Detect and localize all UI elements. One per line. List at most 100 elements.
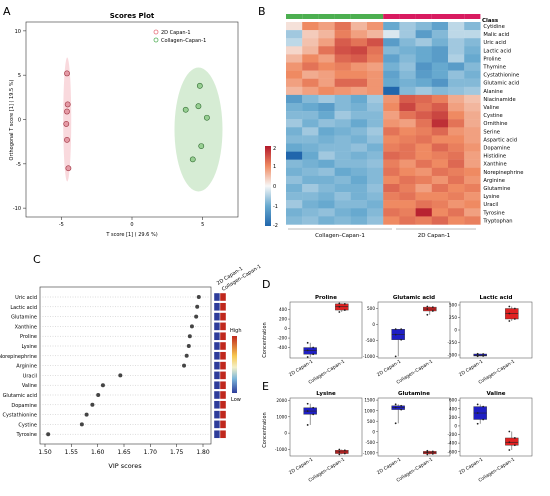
boxplot-y-tick-label: 0 xyxy=(454,424,457,429)
vip-category-label: Cystine xyxy=(18,422,37,428)
heatmap-cell xyxy=(431,184,449,193)
heatmap-cell xyxy=(448,216,465,225)
heatmap-cell xyxy=(302,22,319,31)
boxplot-point xyxy=(312,413,315,416)
vip-cell-2d xyxy=(213,430,221,439)
heatmap-cell xyxy=(302,70,319,79)
boxplot-point xyxy=(508,449,511,451)
heatmap-cell xyxy=(286,38,303,47)
heatmap-cell xyxy=(286,167,303,177)
scores-marks: -5 0 5 -10 -5 0 5 10 xyxy=(13,29,223,228)
boxplot-point xyxy=(343,449,346,452)
point-collagen-capan xyxy=(182,106,189,113)
heatmap-row-label: Norepinephrine xyxy=(483,170,523,176)
boxplot-box xyxy=(505,437,519,446)
point-2d-capan xyxy=(64,101,71,108)
boxplot-y-tick-label: 0 xyxy=(372,322,375,327)
heatmap-cell xyxy=(302,208,319,217)
heatmap-cell xyxy=(302,86,319,96)
heatmap-cell xyxy=(464,119,481,128)
vip-colorbar-gradient xyxy=(232,336,237,393)
boxplot-point xyxy=(338,448,341,451)
heatmap-cell xyxy=(415,151,432,160)
scores-x-tick-label: 0 xyxy=(130,222,133,228)
heatmap-cell xyxy=(431,54,449,63)
heatmap-cell xyxy=(448,62,465,71)
heatmap-cell xyxy=(383,103,400,112)
heatmap-cell xyxy=(415,143,432,152)
vip-cell-2d xyxy=(213,410,221,419)
heatmap-cell xyxy=(334,111,351,120)
boxplot-y-tick-label: 0 xyxy=(284,326,287,331)
vip-point xyxy=(84,412,89,417)
point-collagen-capan xyxy=(198,143,205,149)
heatmap-cell xyxy=(286,119,303,128)
panel-label-a: A xyxy=(3,5,11,18)
heatmap-cell xyxy=(383,167,400,177)
heatmap-class-label: Class xyxy=(482,18,499,24)
heatmap-cell xyxy=(464,46,481,55)
heatmap-cell xyxy=(399,94,416,104)
heatmap-class-cell xyxy=(383,14,400,19)
heatmap-cell xyxy=(415,22,432,31)
heatmap-cell xyxy=(286,192,303,201)
boxplot-y-tick-label: -1000 xyxy=(275,447,288,452)
heatmap-cell xyxy=(431,119,449,128)
boxplot-point xyxy=(394,355,397,358)
heatmap-cell xyxy=(350,184,368,193)
heatmap-group-label-collagen: Collagen–Capan-1 xyxy=(315,233,365,239)
heatmap: Cytidine Malic acid Uric acid Lactic acid Pr… xyxy=(265,14,524,239)
heatmap-cell xyxy=(286,78,303,87)
heatmap-cell xyxy=(302,143,319,152)
heatmap-cell xyxy=(318,103,335,112)
boxplot-point xyxy=(400,404,403,407)
heatmap-cell xyxy=(367,143,384,152)
boxplot-point xyxy=(508,312,511,315)
heatmap-cell xyxy=(431,192,449,201)
heatmap-row-label: Tryptophan xyxy=(482,218,512,224)
vip-category-label: Lysine xyxy=(21,344,37,350)
heatmap-cell xyxy=(367,103,384,112)
heatmap-cell xyxy=(318,30,335,39)
vip-point xyxy=(189,324,194,329)
point-2d-capan xyxy=(64,70,70,77)
heatmap-cell xyxy=(431,70,449,79)
boxplot-x-tick-label: 2D Capan-1 xyxy=(376,457,402,477)
heatmap-cell xyxy=(286,216,303,225)
heatmap-cell xyxy=(415,30,432,39)
vip-point xyxy=(186,344,191,348)
heatmap-cell xyxy=(367,184,384,193)
boxplot-point xyxy=(431,450,434,453)
boxplot-title: Proline xyxy=(315,295,337,301)
heatmap-cell xyxy=(334,151,351,160)
vip-cell-collagen xyxy=(219,400,227,409)
boxplot-y-tick-label: 400 xyxy=(279,307,287,312)
point-collagen-capan xyxy=(196,82,203,89)
boxplot-y-tick-label: -500 xyxy=(365,440,375,445)
heatmap-cell xyxy=(383,184,400,193)
heatmap-cell xyxy=(318,70,335,79)
boxplot-point xyxy=(400,408,403,411)
heatmap-colorbar: 2 1 0 -1 -2 xyxy=(265,146,278,229)
heatmap-cell xyxy=(350,103,368,112)
scores-legend: 2D Capan-1 Collagen–Capan-1 xyxy=(153,29,206,44)
heatmap-cell xyxy=(415,192,432,201)
heatmap-cell xyxy=(415,200,432,209)
heatmap-cell xyxy=(383,159,400,168)
heatmap-cell xyxy=(334,86,351,96)
heatmap-row-label: Uracil xyxy=(483,202,498,208)
heatmap-cell xyxy=(464,159,481,168)
heatmap-cell xyxy=(334,46,351,55)
heatmap-row-label: Histidine xyxy=(483,154,506,160)
heatmap-cell xyxy=(302,54,319,63)
boxplot-y-tick-label: 600 xyxy=(449,398,457,403)
heatmap-cell xyxy=(350,86,368,96)
vip-cell-collagen xyxy=(219,351,227,360)
heatmap-cell xyxy=(415,167,432,177)
heatmap-cell xyxy=(431,208,449,217)
vip-colorbar-low: Low xyxy=(231,397,241,403)
scores-x-axis-label: T score [1] ( 29.6 %) xyxy=(105,232,157,238)
heatmap-row-label: Glutamic acid xyxy=(483,81,519,87)
ellipse-collagen-capan xyxy=(174,67,223,192)
heatmap-row-label: Lactic acid xyxy=(483,48,511,54)
